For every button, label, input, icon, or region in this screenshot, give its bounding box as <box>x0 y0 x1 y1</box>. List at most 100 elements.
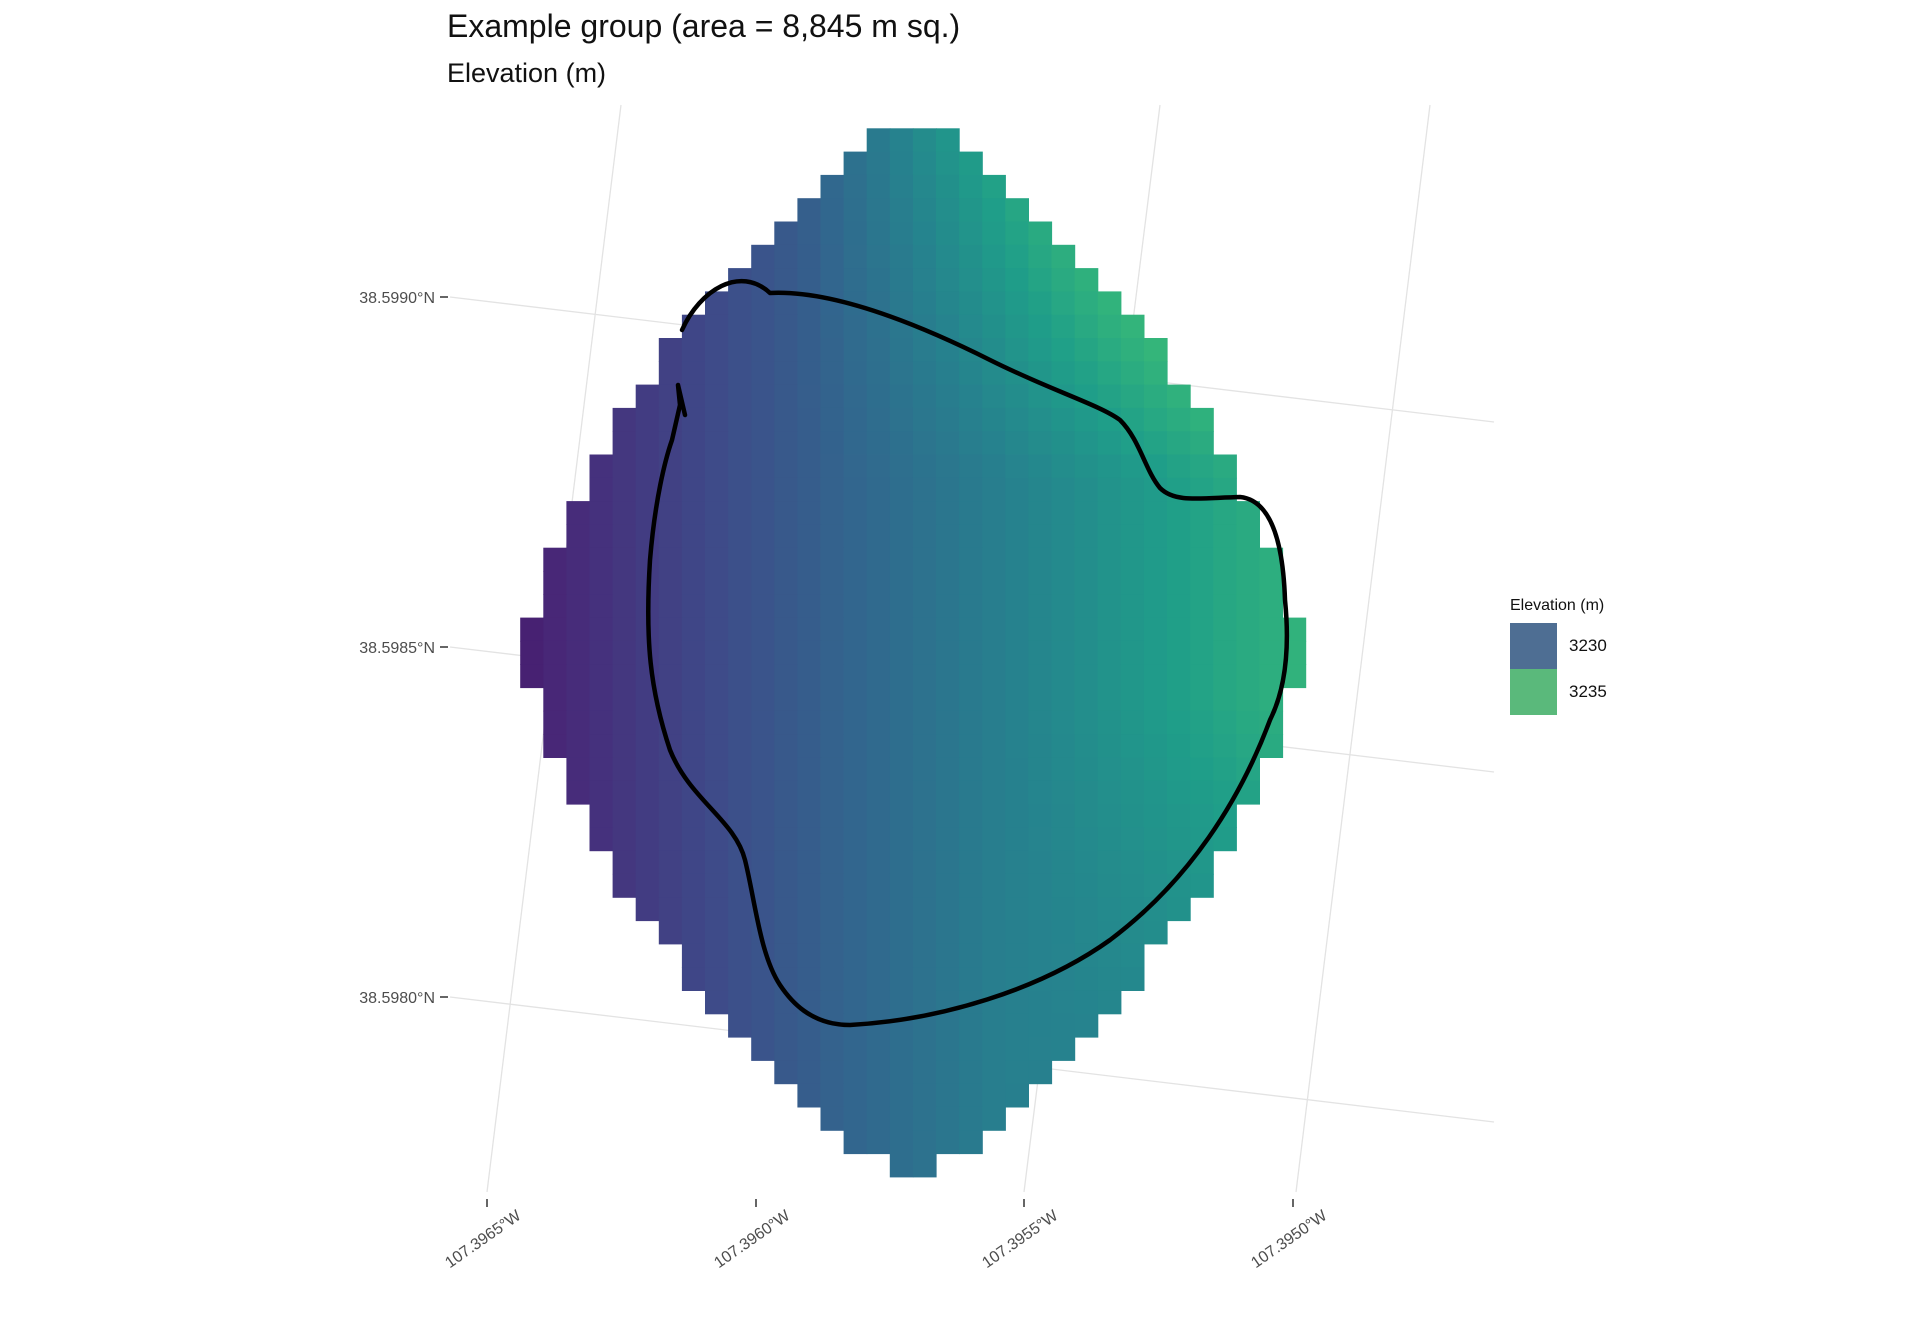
raster-cell <box>912 897 937 922</box>
raster-cell <box>797 571 822 595</box>
raster-cell <box>751 687 775 712</box>
raster-cell <box>681 547 706 572</box>
raster-cell <box>1190 407 1214 432</box>
raster-cell <box>1074 361 1099 386</box>
raster-cell <box>912 920 937 945</box>
raster-cell <box>1028 571 1053 595</box>
y-tick-label: 38.5990°N <box>359 290 435 307</box>
raster-cell <box>1120 594 1145 619</box>
raster-cell <box>936 174 960 199</box>
raster-cell <box>1097 734 1122 758</box>
raster-cell <box>1236 571 1260 595</box>
raster-cell <box>982 897 1006 922</box>
raster-cell <box>774 804 798 828</box>
raster-cell <box>681 967 706 991</box>
raster-cell <box>705 291 729 316</box>
raster-cell <box>705 873 729 898</box>
raster-cell <box>1097 850 1122 875</box>
raster-cell <box>1213 640 1237 665</box>
raster-cell <box>658 547 683 572</box>
raster-cell <box>1005 1037 1029 1061</box>
raster-cell <box>774 547 798 572</box>
raster-cell <box>520 617 544 642</box>
raster-cell <box>959 804 983 828</box>
raster-cell <box>936 524 960 549</box>
raster-cell <box>912 1106 937 1131</box>
raster-cell <box>959 640 983 665</box>
raster-cell <box>1005 501 1029 525</box>
raster-cell <box>1005 454 1029 479</box>
raster-cell <box>566 687 591 712</box>
raster-cell <box>1167 780 1191 805</box>
raster-cell <box>889 617 914 642</box>
raster-cell <box>1005 594 1029 619</box>
raster-cell <box>1051 990 1076 1015</box>
raster-cell <box>543 734 567 758</box>
raster-cell <box>774 477 798 502</box>
raster-cell <box>774 291 798 316</box>
raster-cell <box>1028 640 1053 665</box>
raster-cell <box>1120 850 1145 875</box>
raster-cell <box>589 687 614 712</box>
raster-cell <box>1051 407 1076 432</box>
raster-cell <box>866 151 891 176</box>
raster-cell <box>589 571 614 595</box>
raster-cell <box>959 547 983 572</box>
raster-cell <box>843 1060 868 1085</box>
raster-cell <box>843 571 868 595</box>
raster-cell <box>1213 594 1237 619</box>
raster-cell <box>797 757 822 782</box>
raster-cell <box>751 617 775 642</box>
raster-cell <box>728 687 752 712</box>
raster-cell <box>751 314 775 339</box>
raster-cell <box>820 710 845 735</box>
raster-cell <box>751 780 775 805</box>
raster-cell <box>1074 850 1099 875</box>
raster-cell <box>566 640 591 665</box>
raster-cell <box>774 454 798 479</box>
raster-cell <box>912 710 937 735</box>
raster-cell <box>1259 640 1284 665</box>
raster-cell <box>728 431 752 456</box>
raster-cell <box>1051 734 1076 758</box>
raster-cell <box>936 291 960 316</box>
raster-cell <box>658 571 683 595</box>
raster-cell <box>1051 524 1076 549</box>
raster-cell <box>635 547 660 572</box>
raster-cell <box>866 128 891 153</box>
raster-cell <box>728 361 752 386</box>
raster-cell <box>774 361 798 386</box>
raster-cell <box>705 757 729 782</box>
raster-cell <box>959 268 983 292</box>
legend-title: Elevation (m) <box>1510 597 1605 614</box>
raster-cell <box>635 477 660 502</box>
raster-cell <box>1236 594 1260 619</box>
raster-cell <box>1120 780 1145 805</box>
raster-cell <box>1167 827 1191 852</box>
raster-cell <box>843 943 868 968</box>
raster-cell <box>866 454 891 479</box>
raster-cell <box>1005 524 1029 549</box>
raster-cell <box>751 967 775 991</box>
raster-cell <box>936 640 960 665</box>
raster-cell <box>1097 664 1122 689</box>
raster-cell <box>612 687 637 712</box>
raster-cell <box>1167 757 1191 782</box>
raster-cell <box>1074 617 1099 642</box>
raster-cell <box>1167 431 1191 456</box>
raster-cell <box>612 594 637 619</box>
raster-cell <box>1190 431 1214 456</box>
raster-cell <box>959 943 983 968</box>
raster-cell <box>889 897 914 922</box>
raster-cell <box>820 897 845 922</box>
raster-cell <box>774 407 798 432</box>
raster-cell <box>751 850 775 875</box>
raster-cell <box>982 710 1006 735</box>
raster-cell <box>889 361 914 386</box>
raster-cell <box>959 361 983 386</box>
raster-cell <box>1190 571 1214 595</box>
raster-cell <box>543 571 567 595</box>
raster-cell <box>912 338 937 362</box>
raster-cell <box>1051 687 1076 712</box>
raster-cell <box>797 664 822 689</box>
